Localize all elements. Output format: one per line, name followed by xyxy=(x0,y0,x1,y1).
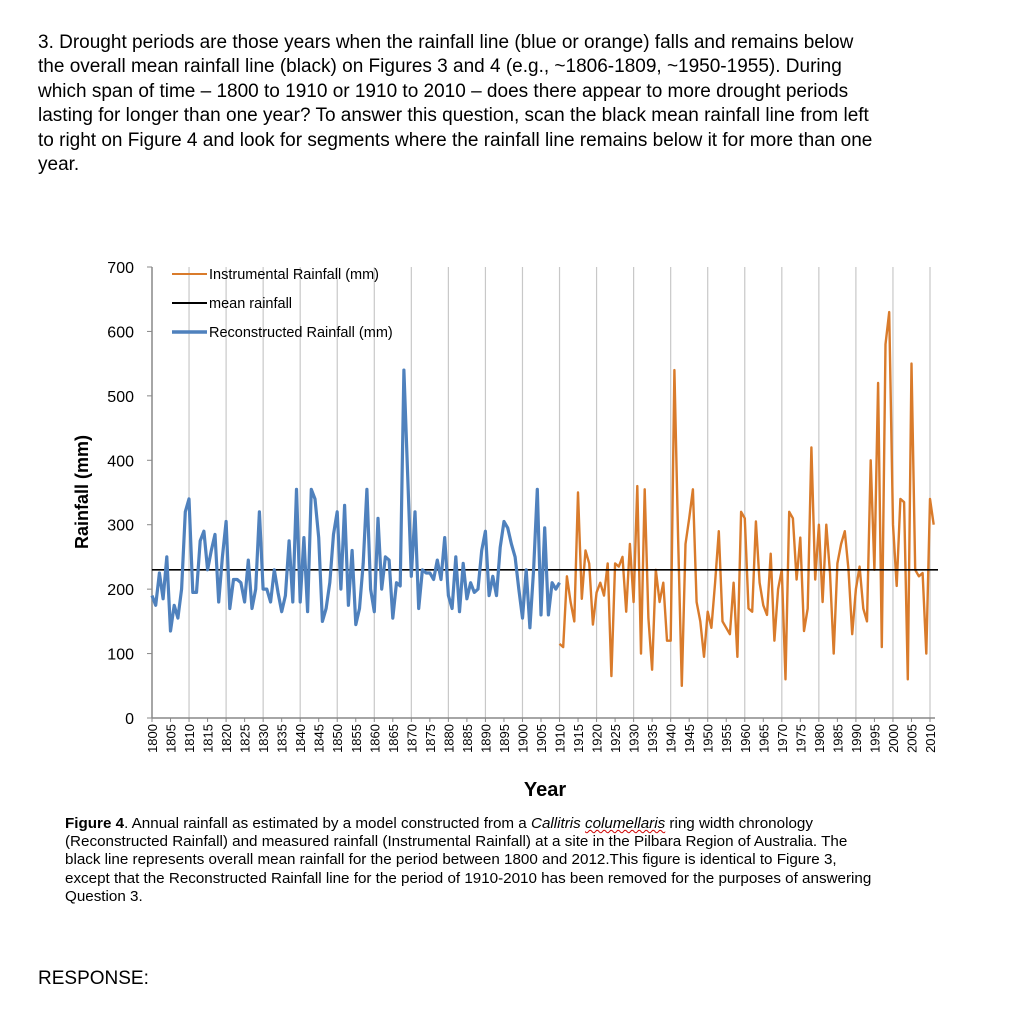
x-tick-label: 1910 xyxy=(553,724,568,753)
x-tick-label: 1830 xyxy=(256,724,271,753)
x-tick-label: 1930 xyxy=(627,724,642,753)
y-tick-label: 200 xyxy=(107,582,134,599)
x-tick-label: 1940 xyxy=(664,724,679,753)
x-tick-label: 1890 xyxy=(478,724,493,753)
x-tick-label: 1970 xyxy=(775,724,790,753)
legend-label-1: mean rainfall xyxy=(209,296,292,312)
x-tick-label: 1965 xyxy=(756,724,771,753)
x-tick-label: 1820 xyxy=(219,724,234,753)
y-tick-label: 400 xyxy=(107,453,134,470)
x-tick-label: 1960 xyxy=(738,724,753,753)
x-tick-label: 1915 xyxy=(571,724,586,753)
response-label: RESPONSE: xyxy=(38,968,149,989)
x-tick-label: 1870 xyxy=(404,724,419,753)
caption-species: Callitris xyxy=(530,815,581,832)
x-tick-label: 1835 xyxy=(275,724,290,753)
y-tick-label: 100 xyxy=(107,647,134,664)
x-tick-label: 1900 xyxy=(515,724,530,753)
x-tick-label: 1950 xyxy=(701,724,716,753)
x-tick-label: 1865 xyxy=(386,724,401,753)
y-tick-label: 600 xyxy=(107,324,134,341)
x-tick-label: 1995 xyxy=(867,724,882,753)
series-line-2 xyxy=(150,368,561,633)
series-line-0 xyxy=(558,310,935,687)
legend-label-2: Reconstructed Rainfall (mm) xyxy=(209,325,393,341)
figure-caption: Figure 4. Annual rainfall as estimated b… xyxy=(65,815,885,906)
x-tick-label: 2010 xyxy=(923,724,938,753)
x-tick-label: 1990 xyxy=(849,724,864,753)
x-tick-label: 1880 xyxy=(441,724,456,753)
x-tick-label: 1845 xyxy=(312,724,327,753)
x-tick-label: 1935 xyxy=(645,724,660,753)
x-tick-label: 1810 xyxy=(182,724,197,753)
x-tick-label: 1895 xyxy=(497,724,512,753)
legend: Instrumental Rainfall (mm) mean rainfall R… xyxy=(172,267,393,341)
y-tick-label: 500 xyxy=(107,389,134,406)
x-tick-label: 1920 xyxy=(590,724,605,753)
x-tick-label: 1800 xyxy=(145,724,160,753)
x-tick-label: 1955 xyxy=(719,724,734,753)
x-tick-label: 1840 xyxy=(293,724,308,753)
x-tick-label: 2005 xyxy=(904,724,919,753)
x-tick-label: 1815 xyxy=(201,724,216,753)
x-tick-label: 1850 xyxy=(330,724,345,753)
caption-text: . Annual rainfall as estimated by a mode… xyxy=(124,815,531,832)
x-tick-label: 1885 xyxy=(460,724,475,753)
x-tick-label: 1945 xyxy=(682,724,697,753)
x-tick-label: 1975 xyxy=(793,724,808,753)
y-tick-label: 0 xyxy=(125,711,134,728)
caption-text-2: ring width chronology (Reconstructed Rai… xyxy=(65,815,872,905)
legend-label-0: Instrumental Rainfall (mm) xyxy=(209,267,379,283)
x-tick-label: 1805 xyxy=(164,724,179,753)
x-axis-label: Year xyxy=(524,779,566,801)
caption-species-2: columellaris xyxy=(585,815,666,832)
x-tick-label: 1980 xyxy=(812,724,827,753)
x-tick-label: 1855 xyxy=(349,724,364,753)
x-tick-label: 1985 xyxy=(830,724,845,753)
series-lines xyxy=(150,310,938,687)
x-tick-label: 1905 xyxy=(534,724,549,753)
y-tick-label: 700 xyxy=(107,260,134,277)
question-text: 3. Drought periods are those years when … xyxy=(38,32,873,176)
y-axis-label: Rainfall (mm) xyxy=(72,435,92,549)
x-tick-label: 1825 xyxy=(238,724,253,753)
gridlines xyxy=(188,267,931,718)
x-tick-label: 1925 xyxy=(608,724,623,753)
x-tick-label: 1875 xyxy=(423,724,438,753)
x-tick-label: 2000 xyxy=(886,724,901,753)
caption-label: Figure 4 xyxy=(65,815,125,832)
y-tick-label: 300 xyxy=(107,518,134,535)
x-tick-label: 1860 xyxy=(367,724,382,753)
